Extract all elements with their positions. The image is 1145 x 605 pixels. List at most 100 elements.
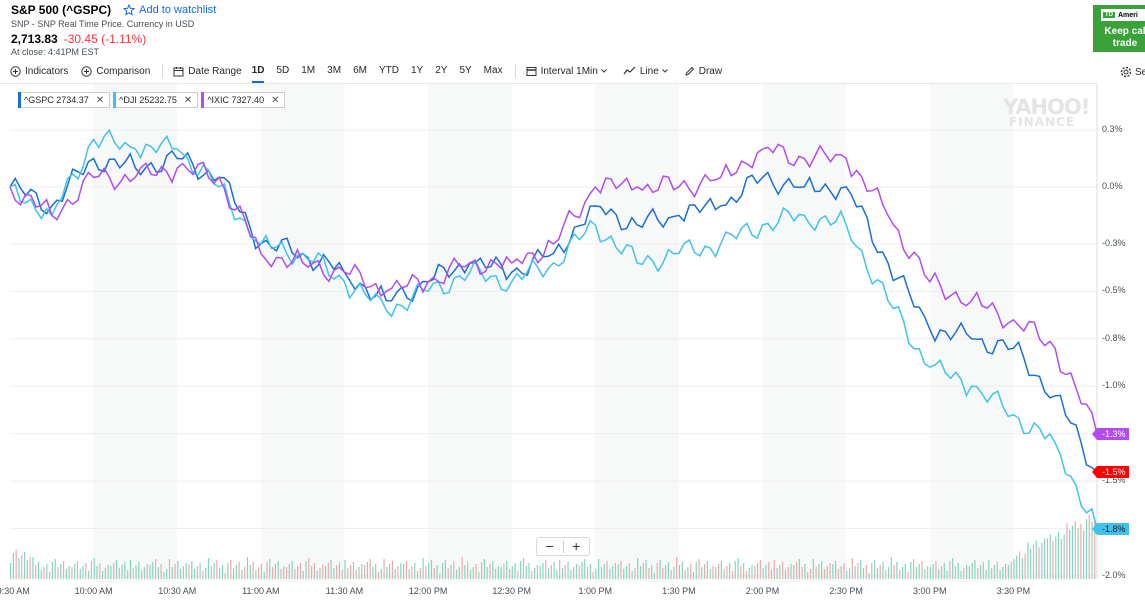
volume-bar [559,560,561,579]
volume-bar [12,553,14,579]
volume-bar [430,560,433,579]
volume-bar [469,570,472,579]
volume-bar [43,567,45,579]
volume-bar [1035,540,1037,579]
volume-bar [475,564,477,579]
volume-bar [564,565,566,579]
range-6m-button[interactable]: 6M [353,64,367,76]
volume-bar [419,568,421,579]
range-1m-button[interactable]: 1M [301,64,316,76]
close-icon[interactable]: ✕ [183,94,193,106]
volume-bar [536,565,538,579]
volume-bar [1032,544,1035,579]
volume-bar [88,571,90,579]
volume-bar [715,567,717,579]
volume-bar [107,565,109,579]
volume-bar [57,567,59,579]
volume-bar [450,565,452,579]
comparison-chip[interactable]: ^GSPC 2734.37 ✕ [18,92,111,108]
date-range-button[interactable]: Date Range [173,66,242,77]
volume-bar [991,568,993,579]
volume-bar [76,561,79,579]
range-1y-button[interactable]: 1Y [410,64,424,76]
volume-bar [305,561,307,579]
volume-bar [1063,534,1065,579]
volume-bar [837,569,839,579]
volume-bar [868,573,870,579]
settings-button[interactable]: Se [1120,66,1145,78]
volume-bar [918,564,920,579]
volume-bar [486,567,488,579]
volume-bar [748,568,750,579]
close-icon[interactable]: ✕ [271,94,280,106]
volume-bar [570,570,572,579]
chart-type-selector[interactable]: Line [623,66,669,77]
volume-bar [809,569,812,579]
volume-bar [85,563,87,579]
volume-bar [929,567,931,579]
volume-bar [171,567,173,579]
volume-bar [308,558,310,579]
volume-bar [620,561,622,579]
volume-bar [704,564,706,579]
price-value: 2,713.83 [11,32,58,46]
volume-bar [375,564,377,579]
volume-bar [874,560,876,579]
price-change: -30.45 (-1.11%) [63,32,147,46]
volume-bar [193,569,196,579]
add-to-watchlist-button[interactable]: Add to watchlist [123,4,216,16]
volume-bar [1083,530,1085,579]
comparison-chip[interactable]: ^IXIC 7327.40 ✕ [201,92,286,108]
volume-bar [341,570,343,579]
zoom-out-button[interactable]: − [545,538,554,554]
volume-bar [74,564,76,579]
volume-bar [358,567,360,579]
volume-bar [1016,555,1018,579]
volume-bar [497,566,499,579]
range-5d-button[interactable]: 5D [276,64,290,76]
volume-bar [890,557,892,579]
range-5y-button[interactable]: 5Y [459,64,472,76]
volume-bar [651,565,653,579]
volume-bar [433,568,435,579]
volume-bar [974,560,976,579]
range-3m-button[interactable]: 3M [327,64,342,76]
volume-bar [804,564,806,579]
volume-bar [202,571,204,579]
interval-selector[interactable]: Interval 1Min [526,66,608,77]
range-ytd-button[interactable]: YTD [378,64,399,76]
price-chart[interactable] [0,84,1145,584]
volume-bar [520,561,522,579]
volume-bar [1027,542,1029,579]
volume-bar [506,561,508,579]
volume-bar [578,565,580,579]
zoom-in-button[interactable]: + [572,538,581,554]
volume-bar [302,571,304,579]
volume-bar [352,562,355,579]
volume-bar [960,571,962,579]
volume-bar [1074,521,1076,579]
range-2y-button[interactable]: 2Y [435,64,448,76]
comparison-chip[interactable]: ^DJI 25232.75 ✕ [113,92,199,108]
volume-bar [768,562,770,579]
range-max-button[interactable]: Max [483,64,503,76]
indicators-button[interactable]: Indicators [10,66,68,77]
time-band [929,84,1014,582]
x-tick-label: 10:00 AM [74,586,113,596]
comparison-button[interactable]: Comparison [81,66,150,77]
volume-bar [489,564,491,579]
volume-bar [166,569,168,579]
calendar-icon [173,66,184,76]
volume-bar [127,570,129,579]
volume-bar [592,572,594,579]
draw-button[interactable]: Draw [684,66,722,77]
volume-bar [857,563,859,579]
volume-bar [977,568,979,579]
volume-bar [815,567,817,579]
volume-bar [924,569,926,579]
volume-bar [876,568,879,579]
range-1d-button[interactable]: 1D [251,64,265,83]
series-line-gspc [9,149,1098,473]
close-icon[interactable]: ✕ [95,94,105,106]
ad-banner[interactable]: TD Ameri Keep cal trade [1093,5,1145,52]
